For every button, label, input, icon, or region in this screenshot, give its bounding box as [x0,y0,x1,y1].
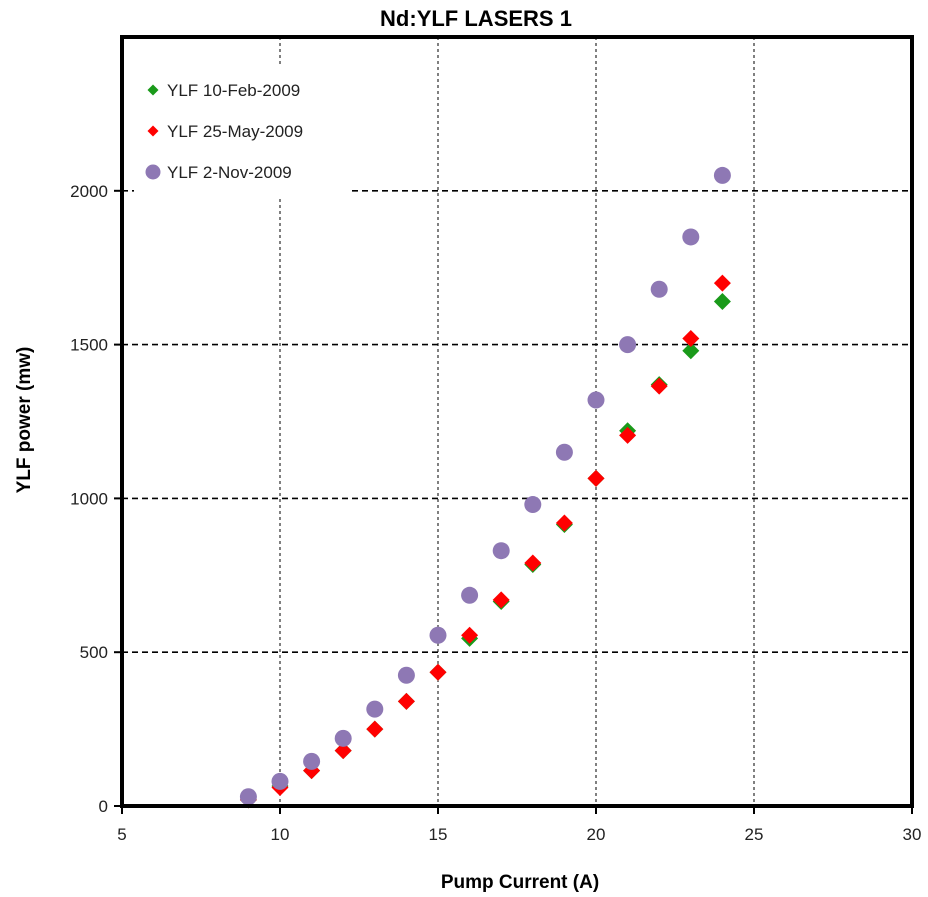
x-tick-label: 10 [271,825,290,844]
series-3 [239,166,731,806]
x-tick-label: 30 [903,825,922,844]
data-point [239,788,257,806]
data-point [366,720,384,738]
x-axis-ticks: 5 10 15 20 25 30 [117,806,921,844]
legend-entry: YLF 10-Feb-2009 [147,81,300,100]
data-point [429,626,447,644]
legend-marker [147,125,159,137]
data-point [334,729,352,747]
legend-entry: YLF 25-May-2009 [147,122,303,141]
data-point [650,280,668,298]
y-tick-label: 500 [80,643,108,662]
y-tick-label: 0 [99,797,108,816]
data-point [524,496,542,514]
data-point [555,514,573,532]
data-point [713,274,731,292]
data-point [303,752,321,770]
data-point [682,228,700,246]
series-2 [239,274,731,809]
data-point [397,692,415,710]
data-point [713,293,731,311]
legend-background [134,67,352,197]
legend: YLF 10-Feb-2009 YLF 25-May-2009 YLF 2-Nov-… [134,67,352,197]
y-tick-label: 1500 [70,336,108,355]
x-axis-label: Pump Current (A) [441,872,599,893]
legend-label: YLF 2-Nov-2009 [167,163,292,182]
data-point [461,626,479,644]
data-point [271,772,289,790]
data-points [239,166,731,809]
data-point [555,443,573,461]
data-point [492,591,510,609]
data-point [524,554,542,572]
data-point [619,426,637,444]
x-tick-label: 25 [745,825,764,844]
data-point [619,336,637,354]
data-point [397,666,415,684]
legend-label: YLF 10-Feb-2009 [167,81,300,100]
data-point [429,663,447,681]
series-1 [239,293,731,809]
data-point [650,377,668,395]
plot-area-frame [120,35,914,808]
legend-marker [145,164,161,180]
data-point [713,166,731,184]
data-point [492,542,510,560]
data-point [587,391,605,409]
y-tick-label: 2000 [70,182,108,201]
legend-marker [147,84,159,96]
data-point [366,700,384,718]
legend-entry: YLF 2-Nov-2009 [145,163,292,182]
x-tick-label: 5 [117,825,126,844]
data-point [334,742,352,760]
data-point [587,469,605,487]
y-axis-label: YLF power (mw) [14,347,35,494]
y-axis-ticks: 0 500 1000 1500 2000 [70,182,122,816]
chart-title: Nd:YLF LASERS 1 [380,6,572,31]
data-point [461,586,479,604]
grid-lines [122,37,912,806]
y-tick-label: 1000 [70,489,108,508]
data-point [682,329,700,347]
x-tick-label: 20 [587,825,606,844]
legend-label: YLF 25-May-2009 [167,122,303,141]
x-tick-label: 15 [429,825,448,844]
data-point [682,342,700,360]
